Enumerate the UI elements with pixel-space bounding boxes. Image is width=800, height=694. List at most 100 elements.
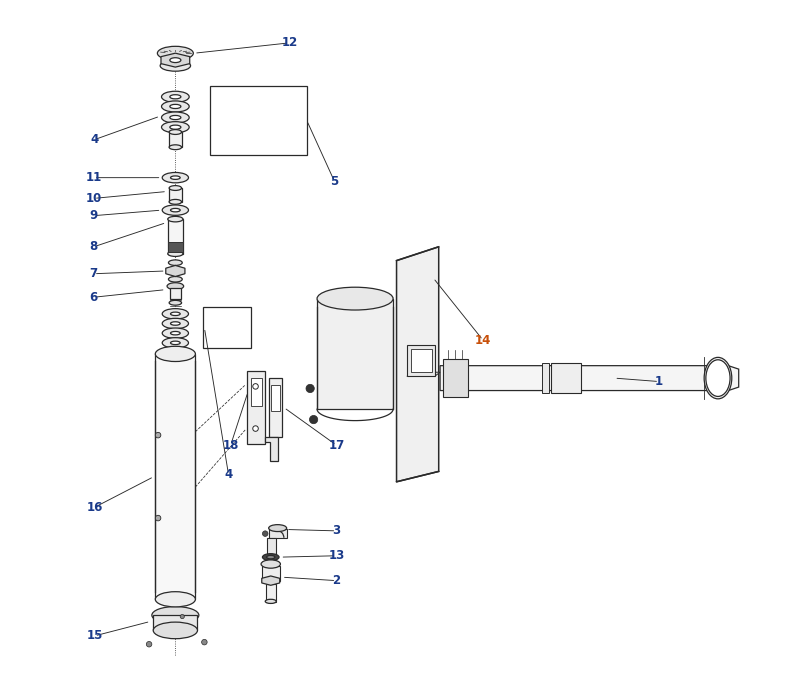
Ellipse shape [170,104,181,108]
Text: 14: 14 [474,334,491,346]
Ellipse shape [155,346,195,362]
Ellipse shape [162,309,189,319]
Bar [203,307,251,348]
Ellipse shape [169,276,182,282]
Text: 5: 5 [330,175,338,187]
Polygon shape [262,576,280,585]
Circle shape [262,531,268,536]
Ellipse shape [162,121,189,133]
Ellipse shape [170,58,181,62]
Ellipse shape [170,341,180,345]
Ellipse shape [170,312,180,316]
Ellipse shape [262,554,279,561]
Polygon shape [407,372,440,376]
Ellipse shape [162,205,189,215]
Ellipse shape [154,622,198,638]
Ellipse shape [170,322,180,325]
Bar [155,354,195,600]
Bar [154,614,198,629]
Bar [169,132,182,147]
Text: 10: 10 [86,192,102,205]
Ellipse shape [169,145,182,150]
Polygon shape [411,349,432,372]
Circle shape [253,426,258,432]
Ellipse shape [169,199,182,204]
Polygon shape [161,53,190,67]
Ellipse shape [704,357,732,399]
Ellipse shape [162,328,189,339]
Ellipse shape [170,115,181,119]
Text: 16: 16 [86,501,102,514]
Text: 9: 9 [90,209,98,222]
Ellipse shape [170,332,180,335]
Circle shape [202,639,207,645]
Polygon shape [269,378,282,437]
Ellipse shape [317,287,393,310]
Polygon shape [246,371,265,443]
Polygon shape [443,359,468,398]
Ellipse shape [160,60,190,71]
Ellipse shape [266,600,276,604]
Ellipse shape [167,282,184,289]
Circle shape [306,384,314,393]
Ellipse shape [269,525,286,532]
Text: 13: 13 [328,549,345,562]
Ellipse shape [162,173,189,183]
Ellipse shape [170,94,181,99]
Ellipse shape [169,301,182,305]
Bar [542,363,549,393]
Polygon shape [550,363,581,393]
Text: 3: 3 [332,525,341,537]
Polygon shape [250,378,262,406]
Text: 11: 11 [86,171,102,184]
Text: 4: 4 [90,133,98,146]
Bar [266,584,275,602]
Ellipse shape [169,185,182,190]
Ellipse shape [158,46,194,60]
Bar [170,287,181,298]
Ellipse shape [266,555,275,559]
Ellipse shape [169,130,182,135]
Ellipse shape [170,125,181,129]
Bar [168,242,183,252]
Circle shape [310,416,318,424]
Bar [262,566,280,582]
Ellipse shape [162,112,189,123]
Text: 6: 6 [90,291,98,304]
Ellipse shape [169,260,182,265]
Polygon shape [397,247,438,482]
Polygon shape [166,265,185,276]
Bar [269,529,286,538]
Circle shape [155,516,161,520]
Circle shape [155,432,161,438]
Text: 12: 12 [282,36,298,49]
Ellipse shape [706,359,730,396]
Polygon shape [440,366,738,391]
Text: 2: 2 [332,574,341,587]
Ellipse shape [162,338,189,348]
Polygon shape [265,437,278,461]
Text: 7: 7 [90,267,98,280]
Ellipse shape [152,607,199,624]
Ellipse shape [261,560,281,568]
Bar [210,86,306,155]
Circle shape [253,384,258,389]
Circle shape [180,614,184,618]
Text: 1: 1 [655,375,663,388]
Text: 17: 17 [328,439,345,452]
Text: 4: 4 [225,468,233,482]
Polygon shape [407,346,434,376]
Bar [317,298,393,409]
Bar [169,188,182,202]
Bar [267,539,276,554]
Circle shape [146,641,152,647]
Ellipse shape [170,208,180,212]
Bar [168,219,183,254]
Ellipse shape [162,101,189,112]
Ellipse shape [162,319,189,329]
Text: 15: 15 [86,629,102,643]
Text: 18: 18 [222,439,239,452]
Ellipse shape [170,176,180,179]
Polygon shape [271,385,281,412]
Text: 8: 8 [90,240,98,253]
